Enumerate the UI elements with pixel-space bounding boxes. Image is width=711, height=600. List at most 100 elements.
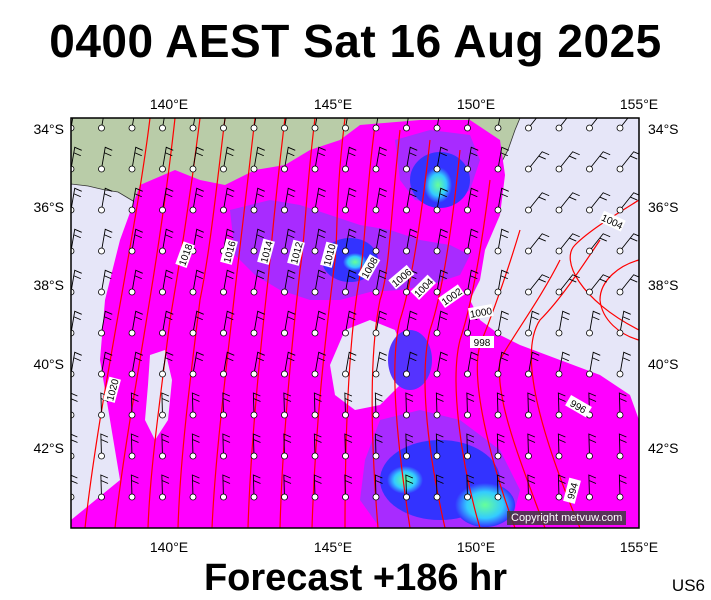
wind-barb [128,310,143,337]
wind-barb [281,118,288,132]
wind-barb [494,474,505,501]
wind-barb [403,187,418,214]
wind-barb [189,351,204,378]
wind-barb [616,192,639,214]
wind-barb [464,228,479,255]
wind-barb [494,310,509,337]
map-canvas [71,118,639,528]
wind-barb [555,351,570,378]
lon-tick-150: 150°E [457,96,495,112]
wind-barb [403,351,418,378]
wind-barb [403,228,418,255]
lat-ticks-right: 34°S 36°S 38°S 40°S 42°S [648,121,679,456]
wind-barb [281,351,296,378]
wind-barb [616,351,631,378]
wind-barb [98,146,113,173]
wind-barb [555,118,577,132]
wind-barb [586,274,611,296]
wind-barb [464,392,475,419]
rain-light-area [71,120,639,528]
isobar-label: 994 [563,477,581,504]
wind-barb [342,392,353,419]
wind-barb [98,187,113,214]
rain-core-south-west [387,466,423,494]
wind-barb [555,474,566,501]
wind-barb [311,228,326,255]
wind-barb [616,474,627,501]
wind-barb [525,274,550,296]
lon-tick-145: 145°E [314,96,352,112]
wind-barb [433,310,448,337]
wind-barb [128,392,139,419]
lon-tick-140: 140°E [150,96,188,112]
wind-barb [311,310,326,337]
lat-tick-34-right: 34°S [648,121,679,137]
wind-barb [616,118,638,132]
lat-ticks-left: 34°S 36°S 38°S 40°S 42°S [33,121,64,456]
isobar-label: 1000 [467,304,494,321]
wind-barb [311,187,326,214]
wind-barb [311,433,322,460]
isobar-label-text: 998 [474,338,491,349]
wind-barb [250,474,261,501]
wind-barb [128,228,143,255]
wind-barb [525,192,550,214]
wind-barb [464,351,479,378]
wind-barb [403,433,414,460]
wind-barb [342,118,349,132]
wind-barb [494,118,502,132]
wind-barb [616,392,627,419]
wind-barb [372,187,387,214]
wind-barb [189,474,200,501]
rain-core-south-east [455,483,515,527]
wind-barb [220,269,235,296]
wind-barb [128,474,139,501]
isobar-label-text: 1000 [469,306,493,321]
wind-barb [189,269,204,296]
wind-barb [464,146,479,173]
wind-barb [586,433,597,460]
wind-barb [525,310,540,337]
wind-barb [494,269,509,296]
wind-barb [525,233,550,255]
wind-barb [220,187,235,214]
wind-barb [433,146,448,173]
lat-tick-40: 40°S [33,356,64,372]
lon-tick-150-bottom: 150°E [457,539,495,555]
wind-barb [98,310,113,337]
wind-barb [403,146,418,173]
lon-ticks-top: 140°E 145°E 150°E 155°E [150,96,658,112]
wind-barb [189,433,200,460]
wind-barb [311,269,326,296]
wind-barb [311,474,322,501]
wind-barb [189,392,200,419]
wind-barbs [71,118,639,501]
wind-barb [128,433,139,460]
wind-barb [433,351,448,378]
wind-barb [250,351,265,378]
wind-barb [281,310,296,337]
wind-barb [555,233,580,255]
wind-barb [189,118,197,132]
wind-barb [128,118,136,132]
lon-tick-145-bottom: 145°E [314,539,352,555]
wind-barb [250,269,265,296]
wind-barb [250,310,265,337]
wind-barb [98,228,113,255]
wind-barb [403,310,418,337]
wind-barb [250,187,265,214]
wind-barb [250,146,265,173]
wind-barb [372,351,387,378]
lat-tick-38: 38°S [33,277,64,293]
wind-barb [342,310,357,337]
wind-barb [372,392,383,419]
map-title: 0400 AEST Sat 16 Aug 2025 [49,15,662,67]
wind-barb [403,392,414,419]
wind-barb [311,351,326,378]
wind-barb [433,269,448,296]
wind-barb [281,433,292,460]
wind-barb [98,269,113,296]
wind-barb [525,392,536,419]
lon-tick-140-bottom: 140°E [150,539,188,555]
